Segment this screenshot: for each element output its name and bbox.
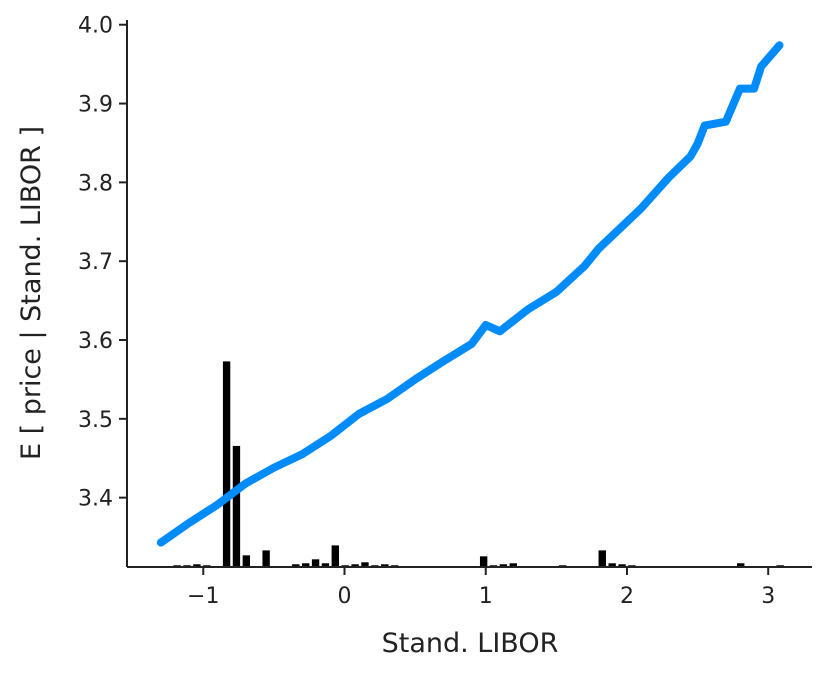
line (156, 41, 784, 547)
y-tick-label: 4.0 (78, 14, 113, 39)
x-tick-label: 1 (479, 584, 493, 609)
y-tick-label: 3.8 (78, 171, 113, 196)
histogram-bar (232, 445, 241, 568)
x-axis-label: Stand. LIBOR (382, 628, 559, 659)
y-tick-label: 3.7 (78, 250, 113, 275)
histogram-bar (222, 360, 231, 568)
x-tick-label: −1 (187, 584, 219, 609)
histogram-bar (261, 549, 271, 568)
histogram-bar (311, 558, 320, 568)
histogram-bar (242, 554, 251, 568)
x-tick-label: 3 (761, 584, 775, 609)
histogram-bar (598, 549, 607, 568)
y-axis-label: E [ price | Stand. LIBOR ] (16, 126, 47, 460)
y-tick-label: 3.6 (78, 329, 113, 354)
y-tick-label: 3.4 (78, 487, 113, 512)
x-tick-label: 2 (620, 584, 634, 609)
x-tick-label: 0 (338, 584, 352, 609)
y-tick-label: 3.5 (78, 408, 113, 433)
histogram-bar (331, 544, 340, 568)
histogram-bar (479, 555, 488, 568)
y-tick-label: 3.9 (78, 93, 113, 118)
